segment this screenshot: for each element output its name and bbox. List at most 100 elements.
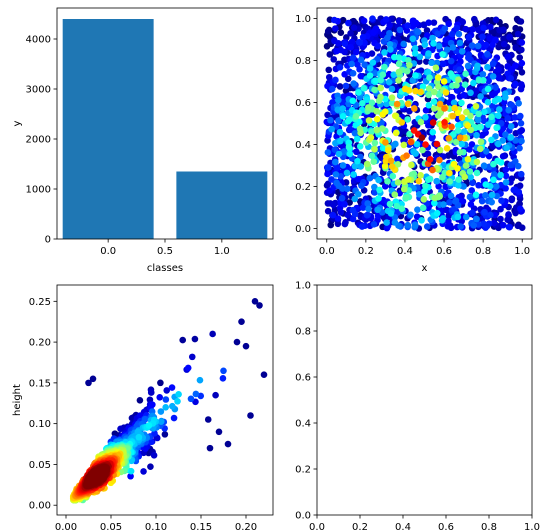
scatter-point [136,396,144,404]
scatter-point [429,128,437,136]
scatter-point [423,223,431,230]
scatter-point [346,199,353,206]
scatter-point [516,144,523,152]
scatter-point [505,106,512,114]
scatter-point [411,50,419,57]
scatter-point [424,150,432,158]
x-tick-label: 0.15 [190,522,212,532]
scatter-point [475,76,483,84]
scatter-point [381,162,389,170]
scatter-point [368,128,375,136]
scatter-point [329,211,337,219]
scatter-point [466,168,474,175]
scatter-point [376,186,383,194]
scatter-point [422,141,429,148]
scatter-point [456,66,463,74]
scatter-point [495,95,503,103]
scatter-point [514,162,522,170]
scatter-point [395,54,403,61]
scatter-point [395,77,402,84]
scatter-point [431,194,439,202]
scatter-point [512,62,519,69]
scatter-point [460,183,467,190]
width-height-scatter: 0.00 0.05 0.10 0.15 0.200.000.050.100.150.20… [12,284,274,532]
scatter-point [518,59,526,67]
scatter-point [338,194,346,202]
scatter-point [343,169,351,177]
scatter-point [436,100,444,108]
scatter-point [492,84,499,91]
scatter-point [404,100,412,108]
scatter-point [147,463,154,470]
scatter-point [150,451,158,459]
scatter-point [384,177,391,185]
scatter-point [334,106,342,114]
scatter-point [332,76,339,84]
scatter-point [324,27,332,35]
scatter-point [341,200,348,208]
scatter-point [410,148,417,156]
scatter-point [447,70,455,77]
scatter-point [484,63,491,71]
scatter-point [140,468,147,475]
scatter-point [373,107,380,115]
scatter-point [436,156,443,164]
scatter-point [383,100,390,108]
scatter-point [328,85,336,93]
scatter-point [422,107,430,114]
scatter-point [422,182,429,190]
scatter-point [426,175,434,183]
scatter-point [425,85,433,92]
x-tick-label: 1.0 [514,246,530,257]
scatter-point [370,29,377,36]
x-tick-label: 0.8 [481,522,497,532]
scatter-point [382,153,390,161]
scatter-point [335,96,342,104]
scatter-point [333,47,340,55]
scatter-point [363,96,371,103]
scatter-point [354,157,361,165]
scatter-point [474,62,481,70]
scatter-point [340,93,347,100]
scatter-point [443,144,451,152]
scatter-point [436,146,444,154]
scatter-point [507,74,515,82]
scatter-point [365,117,373,124]
scatter-point [452,197,460,204]
scatter-point [325,66,333,74]
scatter-point [429,34,436,42]
scatter-point [368,99,376,107]
scatter-point [464,122,472,129]
scatter-point [360,85,368,92]
scatter-point [330,201,337,209]
scatter-point [515,100,522,107]
scatter-point [489,73,497,80]
scatter-point [490,176,497,184]
scatter-point [170,414,178,422]
scatter-point [466,146,473,153]
scatter-point [404,116,411,123]
x-tick-label: 0.2 [352,522,368,532]
scatter-point [361,61,368,68]
scatter-point [366,72,374,79]
scatter-point [441,25,449,32]
scatter-point [449,44,457,51]
scatter-point [411,44,419,52]
scatter-point [162,396,170,403]
scatter-point [416,53,424,61]
scatter-point [163,387,171,394]
scatter-point [391,112,399,120]
scatter-point [401,85,409,93]
axes-frame [316,7,533,240]
scatter-point [370,220,378,228]
scatter-point [445,135,453,142]
scatter-point [325,164,332,171]
scatter-point [517,120,525,127]
scatter-point [386,21,393,29]
scatter-point [454,122,462,129]
scatter-point [516,182,524,190]
scatter-point [204,416,212,423]
y-tick-label: 0.4 [295,140,311,151]
scatter-point [404,22,411,29]
scatter-point [162,403,169,411]
